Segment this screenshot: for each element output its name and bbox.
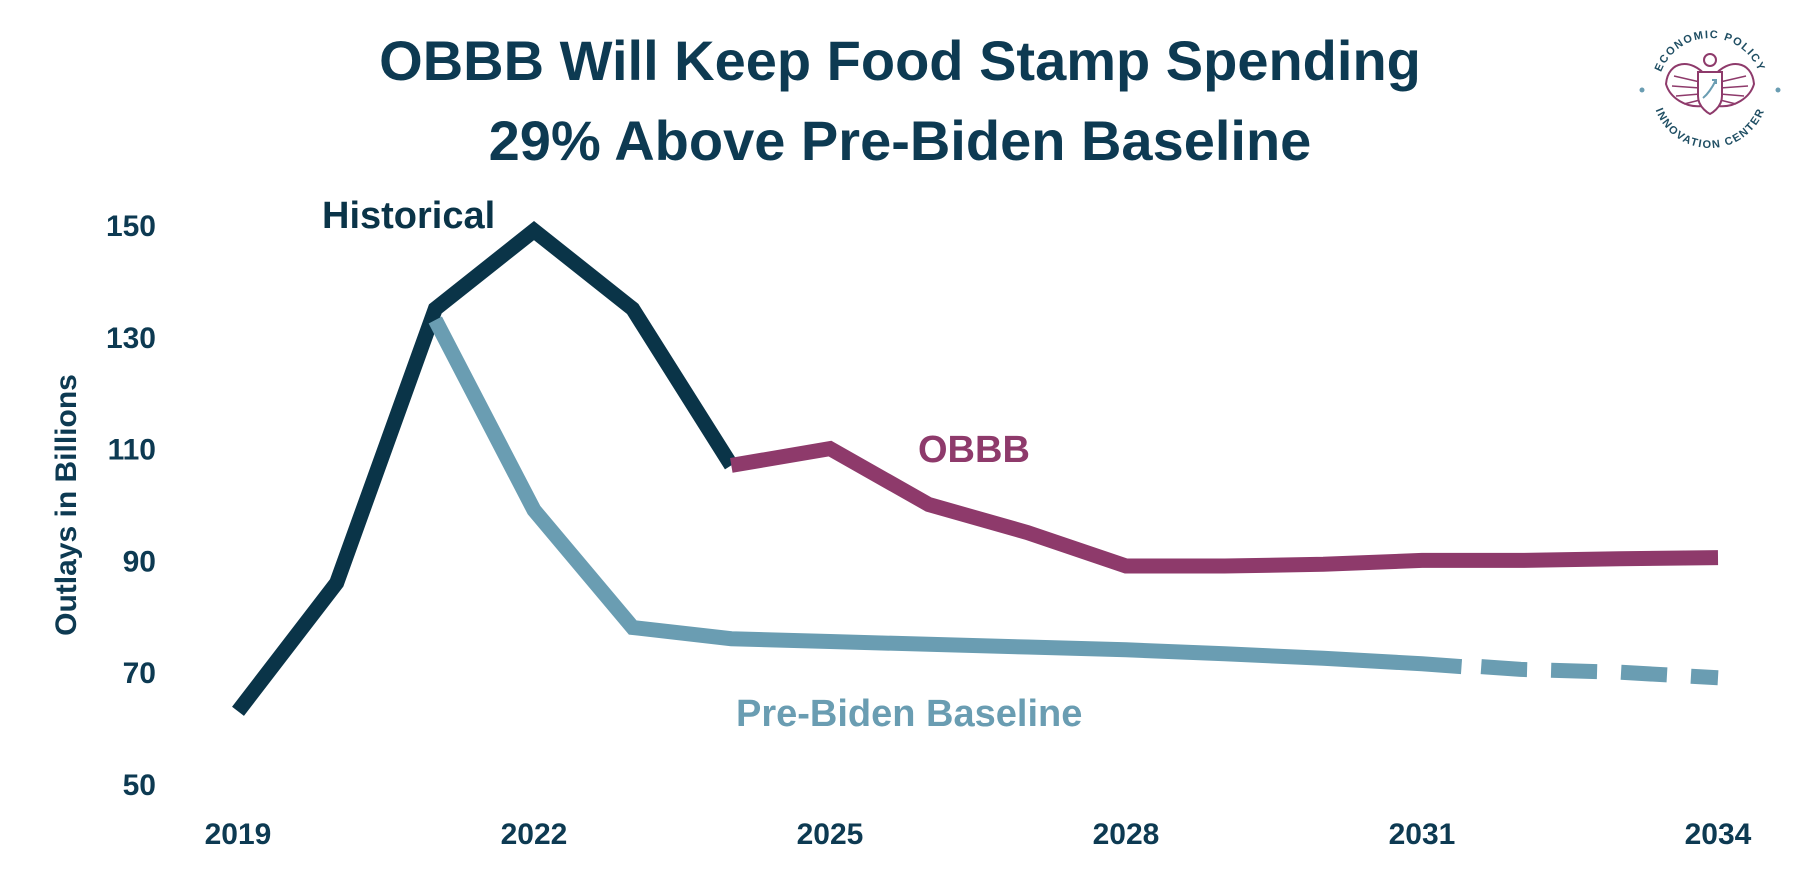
series-line-historical xyxy=(232,221,738,716)
x-axis-ticks: 2019 2022 2025 2028 2031 2034 xyxy=(205,818,1752,851)
y-axis-label: Outlays in Billions xyxy=(50,374,83,636)
x-tick-label: 2034 xyxy=(1685,818,1752,851)
y-tick-label: 130 xyxy=(106,322,156,355)
chart-title-line-1: OBBB Will Keep Food Stamp Spending xyxy=(379,29,1421,92)
logo-seal: ECONOMIC POLICY INNOVATION CENTER xyxy=(1639,20,1781,160)
series-label-obbb: OBBB xyxy=(918,429,1030,471)
x-tick-label: 2025 xyxy=(797,818,864,851)
y-tick-label: 110 xyxy=(108,434,156,467)
y-tick-label: 70 xyxy=(123,657,156,690)
series-label-historical: Historical xyxy=(322,195,495,237)
series-line-pre-biden-baseline xyxy=(428,316,1463,675)
eagle-seal-icon xyxy=(1639,53,1781,116)
y-tick-label: 50 xyxy=(123,769,156,802)
series-lines xyxy=(232,221,1719,716)
series-label-pre-biden: Pre-Biden Baseline xyxy=(736,693,1082,735)
y-tick-label: 90 xyxy=(123,545,156,578)
x-tick-label: 2031 xyxy=(1389,818,1456,851)
x-tick-label: 2019 xyxy=(205,818,272,851)
chart-title-line-2: 29% Above Pre-Biden Baseline xyxy=(489,109,1312,172)
series-line-pre-biden-baseline-projection xyxy=(1480,659,1719,686)
y-tick-label: 150 xyxy=(106,210,156,243)
y-axis-ticks: 50 70 90 110 130 150 xyxy=(106,210,156,802)
x-tick-label: 2022 xyxy=(501,818,568,851)
series-line-obbb xyxy=(730,440,1719,574)
x-tick-label: 2028 xyxy=(1093,818,1160,851)
